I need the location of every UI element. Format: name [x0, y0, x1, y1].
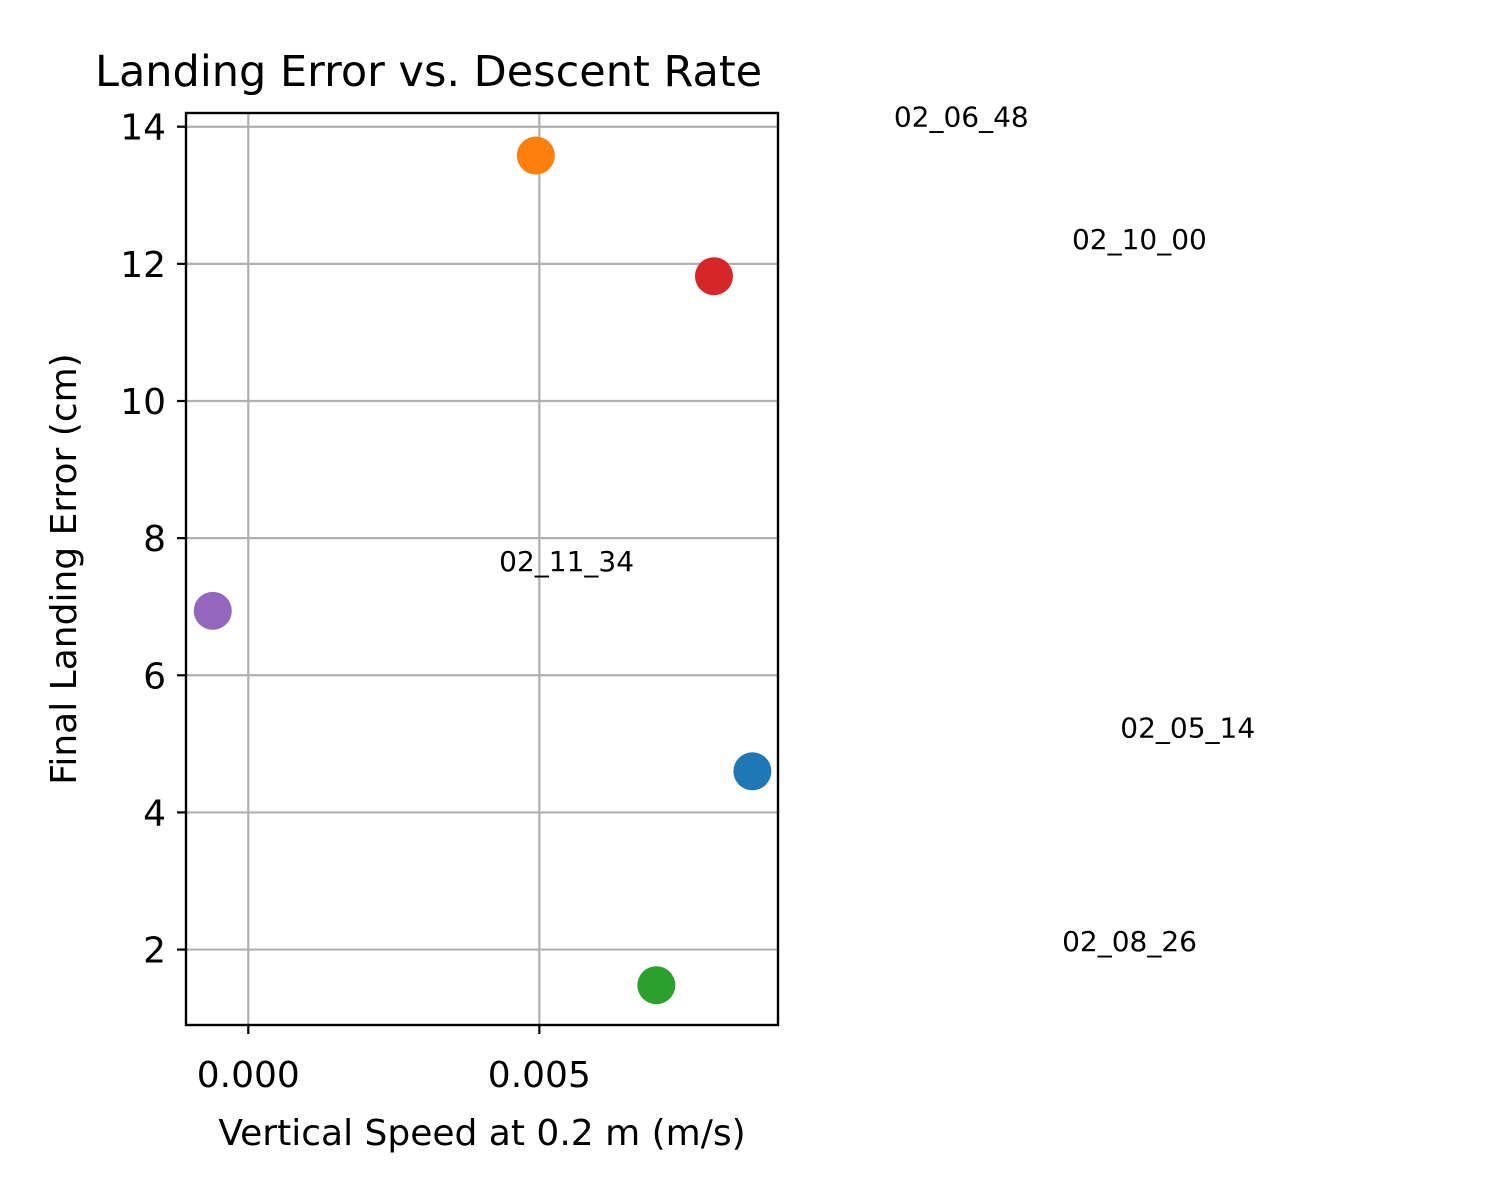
x-axis-label: Vertical Speed at 0.2 m (m/s): [218, 1113, 745, 1154]
y-tick-label: 10: [120, 382, 166, 423]
data-point: [637, 966, 676, 1005]
data-point: [193, 591, 232, 630]
data-point: [516, 136, 555, 175]
grid-lines: [186, 113, 778, 1025]
y-tick-label: 14: [120, 108, 166, 149]
axis-ticks: 0.000 0.005 2 4 6 8 10 12 14: [120, 108, 591, 1096]
point-annotation: 02_05_14: [1120, 712, 1255, 745]
y-tick-label: 6: [143, 656, 166, 697]
y-tick-label: 8: [143, 519, 166, 560]
x-tick-label: 0.005: [488, 1055, 591, 1096]
data-point: [694, 257, 733, 296]
y-tick-label: 12: [120, 245, 166, 286]
y-axis-label: Final Landing Error (cm): [44, 353, 85, 784]
y-tick-label: 4: [143, 793, 166, 834]
point-annotation: 02_11_34: [499, 545, 634, 578]
chart-title: Landing Error vs. Descent Rate: [95, 47, 762, 97]
point-annotation: 02_08_26: [1062, 925, 1197, 958]
data-point: [733, 752, 772, 791]
data-points: [193, 136, 772, 1005]
point-annotation: 02_06_48: [894, 101, 1029, 134]
y-tick-label: 2: [143, 931, 166, 972]
point-annotation: 02_10_00: [1072, 223, 1207, 256]
plot-frame: [184, 111, 780, 1027]
x-tick-label: 0.000: [197, 1055, 300, 1096]
point-annotations: 02_05_14 02_06_48 02_08_26 02_10_00 02_11_34: [499, 101, 1255, 958]
